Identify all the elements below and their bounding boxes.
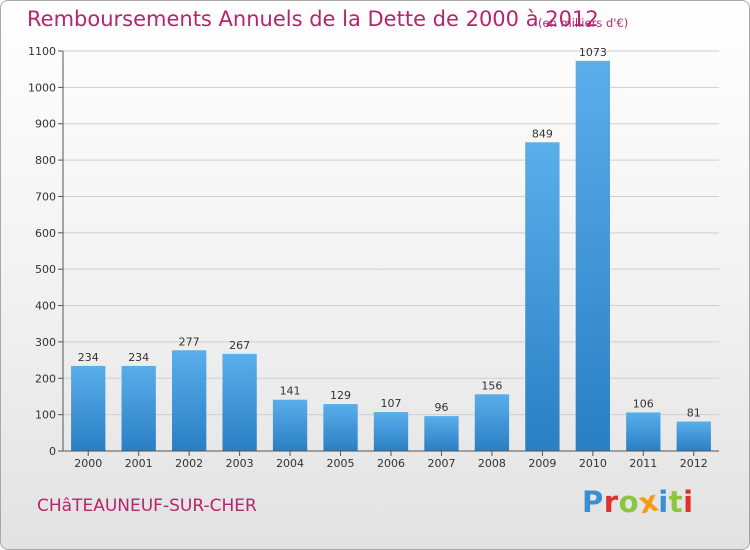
chart-title: Remboursements Annuels de la Dette de 20… bbox=[27, 7, 599, 31]
y-tick-label: 200 bbox=[35, 372, 56, 385]
bar-2009 bbox=[525, 142, 560, 452]
logo-letter: t bbox=[668, 485, 684, 519]
y-tick-label: 1000 bbox=[28, 81, 56, 94]
value-label-2002: 277 bbox=[179, 335, 200, 348]
value-label-2009: 849 bbox=[532, 127, 553, 140]
value-label-2007: 96 bbox=[434, 401, 448, 414]
logo-letter: o bbox=[618, 485, 640, 519]
y-tick-label: 400 bbox=[35, 300, 56, 313]
logo-letter: r bbox=[603, 485, 619, 519]
value-label-2011: 106 bbox=[633, 397, 654, 410]
bar-2012 bbox=[676, 421, 711, 451]
y-tick-label: 1100 bbox=[28, 45, 56, 58]
x-tick-label-2002: 2002 bbox=[175, 457, 203, 470]
x-tick-label-2001: 2001 bbox=[125, 457, 153, 470]
x-tick-label-2008: 2008 bbox=[478, 457, 506, 470]
bar-2005 bbox=[323, 404, 358, 451]
y-tick-label: 100 bbox=[35, 409, 56, 422]
x-tick-label-2003: 2003 bbox=[226, 457, 254, 470]
value-label-2000: 234 bbox=[78, 351, 99, 364]
grid-layer bbox=[63, 50, 719, 416]
value-label-2001: 234 bbox=[128, 351, 149, 364]
value-label-2008: 156 bbox=[481, 379, 502, 392]
x-tick-label-2004: 2004 bbox=[276, 457, 304, 470]
value-label-2003: 267 bbox=[229, 339, 250, 352]
x-tick-label-2006: 2006 bbox=[377, 457, 405, 470]
bar-2002 bbox=[171, 350, 207, 451]
x-tick-label-2005: 2005 bbox=[327, 457, 355, 470]
axis-layer: 0 100 200 300 400 500 600 700 800 900 1000 1100 2000… bbox=[28, 45, 719, 470]
x-tick-label-2010: 2010 bbox=[579, 457, 607, 470]
value-label-2010: 1073 bbox=[579, 46, 607, 59]
value-label-2012: 81 bbox=[687, 407, 701, 420]
bar-2000 bbox=[71, 365, 106, 451]
bar-2010 bbox=[575, 60, 611, 452]
bar-2003 bbox=[222, 353, 257, 451]
bar-2011 bbox=[626, 412, 661, 451]
unit-note: (en milliers d'€) bbox=[538, 16, 629, 30]
y-tick-label: 0 bbox=[49, 445, 56, 458]
bar-layer: 234 234 277 267 141 129 107 96 156 849 1073 106 81 bbox=[71, 46, 711, 452]
bar-2004 bbox=[272, 399, 308, 451]
value-label-2006: 107 bbox=[381, 397, 402, 410]
bar-2008 bbox=[474, 394, 510, 451]
bar-2007 bbox=[424, 416, 459, 451]
y-tick-label: 900 bbox=[35, 118, 56, 131]
y-tick-label: 700 bbox=[35, 190, 56, 203]
commune-name: CHâTEAUNEUF-SUR-CHER bbox=[37, 496, 257, 516]
x-tick-label-2012: 2012 bbox=[680, 457, 708, 470]
y-tick-label: 800 bbox=[35, 154, 56, 167]
x-tick-label-2009: 2009 bbox=[528, 457, 556, 470]
y-tick-label: 600 bbox=[35, 227, 56, 240]
y-tick-label: 300 bbox=[35, 336, 56, 349]
bar-2006 bbox=[373, 412, 409, 451]
proxiti-logo: Proxiti bbox=[582, 483, 694, 520]
logo-letter: i bbox=[683, 485, 694, 519]
value-label-2004: 141 bbox=[280, 385, 301, 398]
x-tick-label-2000: 2000 bbox=[74, 457, 102, 470]
logo-letter: P bbox=[582, 485, 604, 519]
bar-2001 bbox=[121, 365, 156, 451]
logo-letter: i bbox=[658, 485, 669, 519]
x-tick-label-2011: 2011 bbox=[629, 457, 657, 470]
value-label-2005: 129 bbox=[330, 389, 351, 402]
y-tick-label: 500 bbox=[35, 263, 56, 276]
x-tick-label-2007: 2007 bbox=[427, 457, 455, 470]
